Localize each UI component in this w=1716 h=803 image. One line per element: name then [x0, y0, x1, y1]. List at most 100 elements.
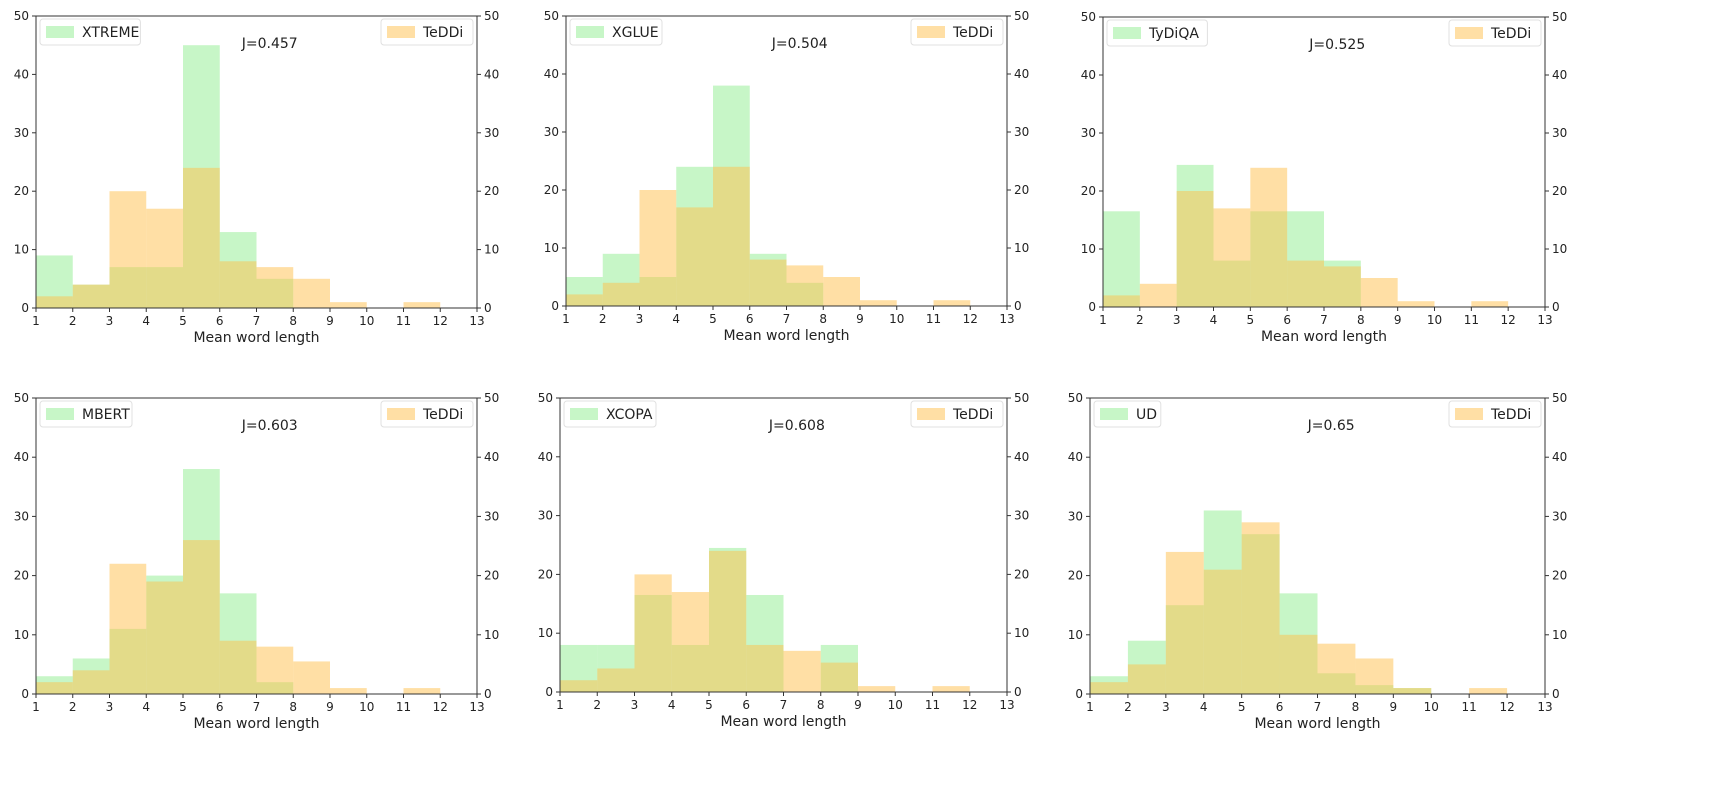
- legend-box: [563, 400, 657, 428]
- x-tick-label: 9: [326, 314, 334, 328]
- bar-teddi-6: [749, 259, 787, 306]
- legend-label: TeDDi: [422, 407, 463, 423]
- series-teddi: [36, 167, 441, 308]
- bar-teddi-4: [671, 592, 709, 692]
- y-tick-label-right: 20: [484, 569, 499, 583]
- y-tick-label-right: 30: [1014, 125, 1029, 139]
- x-tick-label: 3: [636, 312, 644, 326]
- legend-swatch: [46, 26, 74, 38]
- x-tick-label: 13: [999, 312, 1014, 326]
- legend-box: [1448, 19, 1542, 47]
- legend-label: TyDiQA: [1148, 26, 1199, 42]
- x-tick-label: 3: [106, 314, 114, 328]
- x-tick-label: 2: [599, 312, 607, 326]
- y-tick-label-right: 50: [1014, 9, 1029, 23]
- y-tick-label-left: 10: [538, 626, 553, 640]
- y-tick-label-right: 40: [484, 67, 499, 81]
- legend-xglue: XGLUE: [569, 18, 663, 46]
- legend-tydiqa: TyDiQA: [1106, 19, 1208, 47]
- x-tick-label: 3: [1162, 700, 1170, 714]
- bar-teddi-5: [1250, 167, 1288, 307]
- y-tick-label-left: 10: [14, 243, 29, 257]
- x-tick-label: 12: [433, 700, 448, 714]
- x-tick-label: 4: [668, 698, 676, 712]
- bar-teddi-7: [256, 267, 294, 308]
- legend-mbert: MBERT: [39, 400, 133, 428]
- x-axis-label: Mean word length: [193, 330, 319, 346]
- legend-label: MBERT: [82, 407, 130, 423]
- x-tick-label: 4: [1210, 313, 1218, 327]
- x-tick-label: 6: [216, 314, 224, 328]
- bar-teddi-9: [858, 686, 896, 692]
- y-tick-label-right: 30: [484, 509, 499, 523]
- legend-swatch: [576, 26, 604, 38]
- x-tick-label: 6: [1276, 700, 1284, 714]
- legend-label: TeDDi: [952, 407, 993, 423]
- y-tick-label-left: 40: [1068, 450, 1083, 464]
- x-tick-label: 6: [216, 700, 224, 714]
- legend-label: TeDDi: [1490, 26, 1531, 42]
- bar-teddi-4: [146, 581, 183, 694]
- y-tick-label-left: 30: [1068, 509, 1083, 523]
- bar-teddi-11: [1469, 688, 1508, 694]
- legend-teddi: TeDDi: [380, 400, 474, 428]
- y-tick-label-left: 20: [1081, 184, 1096, 198]
- jaccard-annotation: J=0.457: [241, 36, 298, 52]
- x-tick-label: 1: [1086, 700, 1094, 714]
- legend-label: XGLUE: [612, 25, 659, 41]
- legend-xtreme: XTREME: [39, 18, 141, 46]
- x-tick-label: 12: [1501, 313, 1516, 327]
- bar-teddi-9: [330, 302, 367, 308]
- x-tick-label: 6: [742, 698, 750, 712]
- y-tick-label-left: 40: [538, 450, 553, 464]
- bar-teddi-4: [676, 207, 713, 306]
- x-tick-label: 7: [1320, 313, 1328, 327]
- x-tick-label: 11: [396, 314, 411, 328]
- x-tick-label: 8: [289, 700, 297, 714]
- y-tick-label-right: 50: [1014, 391, 1029, 405]
- y-tick-label-left: 50: [544, 9, 559, 23]
- x-tick-label: 6: [746, 312, 754, 326]
- y-tick-label-right: 10: [484, 243, 499, 257]
- x-tick-label: 6: [1283, 313, 1291, 327]
- series-teddi: [1090, 522, 1508, 694]
- bar-teddi-9: [330, 688, 367, 694]
- y-tick-label-right: 20: [1014, 183, 1029, 197]
- bar-teddi-3: [1176, 191, 1214, 307]
- y-tick-label-left: 0: [551, 299, 559, 313]
- x-tick-label: 3: [1173, 313, 1181, 327]
- series-teddi: [560, 550, 970, 692]
- bar-teddi-2: [72, 670, 110, 694]
- legend-swatch: [387, 26, 415, 38]
- bar-teddi-1: [36, 682, 73, 694]
- bar-teddi-3: [109, 191, 147, 308]
- bar-teddi-9: [1397, 301, 1435, 307]
- legend-label: TeDDi: [1490, 407, 1531, 423]
- y-tick-label-right: 20: [484, 184, 499, 198]
- x-tick-label: 7: [1314, 700, 1322, 714]
- x-tick-label: 1: [556, 698, 564, 712]
- bar-tydiqa-1: [1103, 211, 1140, 307]
- bar-teddi-2: [1127, 664, 1166, 694]
- bar-teddi-5: [183, 540, 220, 694]
- x-tick-label: 5: [179, 314, 187, 328]
- y-tick-label-right: 10: [1014, 241, 1029, 255]
- y-tick-label-right: 30: [1552, 126, 1567, 140]
- legend-swatch: [1455, 27, 1483, 39]
- bar-teddi-3: [639, 190, 677, 306]
- x-tick-label: 7: [780, 698, 788, 712]
- bar-teddi-1: [560, 680, 598, 692]
- y-tick-label-right: 50: [484, 9, 499, 23]
- y-tick-label-left: 20: [544, 183, 559, 197]
- y-tick-label-right: 40: [1552, 68, 1567, 82]
- jaccard-annotation: J=0.608: [768, 418, 825, 434]
- y-tick-label-left: 50: [1068, 391, 1083, 405]
- legend-teddi: TeDDi: [1448, 400, 1542, 428]
- y-tick-label-left: 50: [14, 9, 29, 23]
- bar-teddi-6: [1287, 260, 1324, 307]
- x-tick-label: 5: [705, 698, 713, 712]
- legend-ud: UD: [1093, 400, 1162, 428]
